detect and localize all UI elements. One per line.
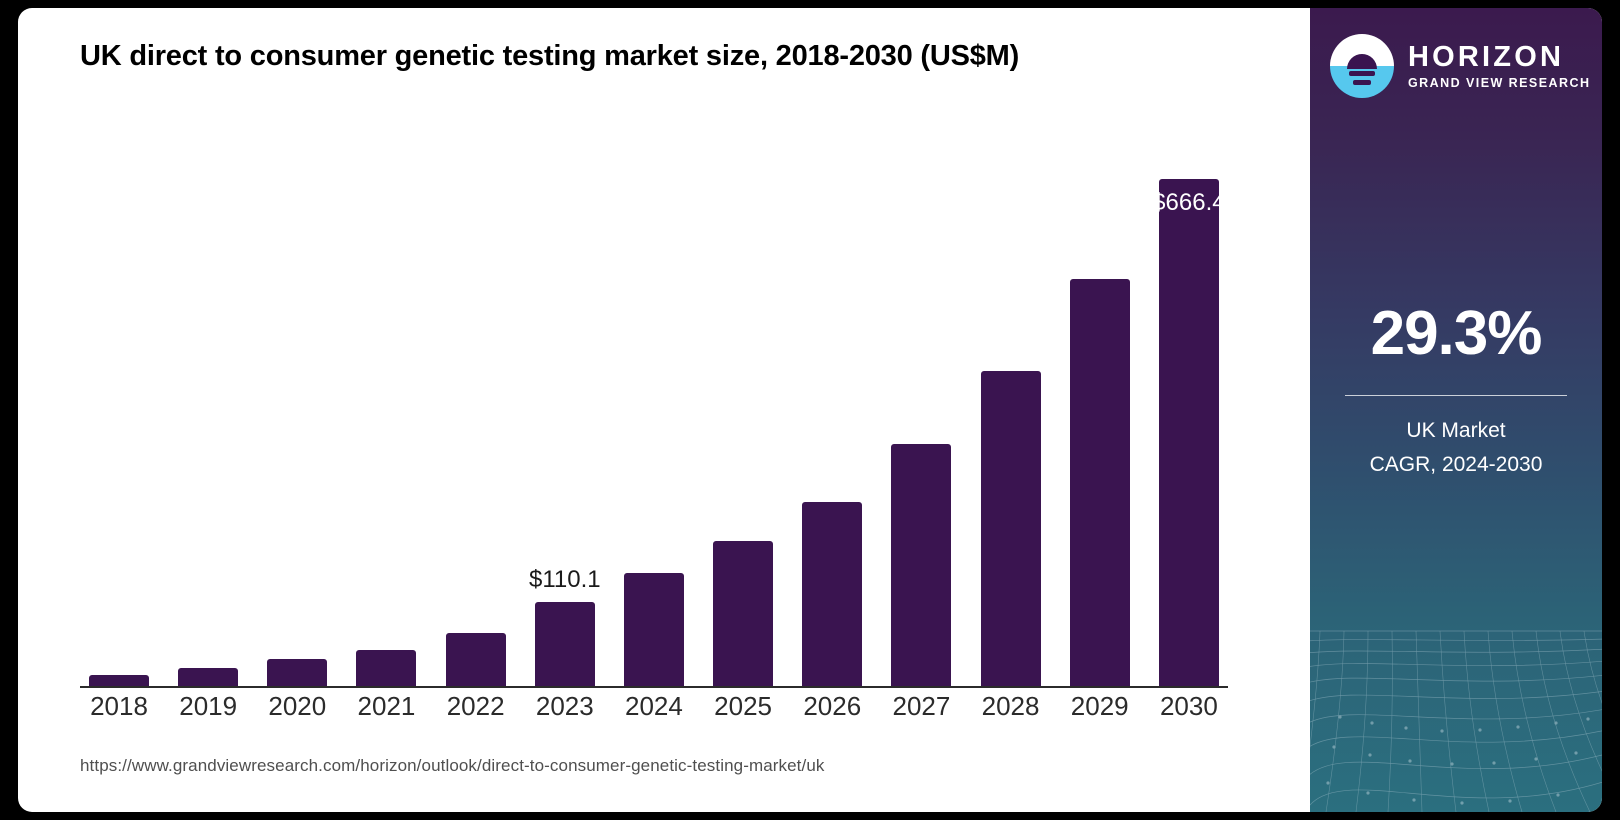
bar-slot	[80, 128, 158, 686]
x-tick-2030: 2030	[1159, 691, 1218, 721]
x-tick-2025: 2025	[714, 691, 773, 721]
brand-tagline: GRAND VIEW RESEARCH	[1408, 76, 1591, 91]
x-tick-2020: 2020	[268, 691, 327, 721]
x-tick-2019: 2019	[179, 691, 238, 721]
x-tick-2018: 2018	[90, 691, 148, 721]
x-axis-tick-labels: 2018 2019 2020 2021 2022 2023 2024 2025 2026 2027…	[80, 691, 1228, 722]
bar-value-label-2023: $110.1	[528, 566, 601, 594]
bar-slot	[1061, 128, 1139, 686]
bar-slot: $666.4	[1150, 128, 1228, 686]
bar-2026[interactable]	[802, 501, 863, 686]
x-tick-2028: 2028	[981, 691, 1040, 721]
cagr-caption: UK Market CAGR, 2024-2030	[1310, 414, 1602, 482]
bar-2024[interactable]	[623, 573, 684, 686]
bar-2028[interactable]	[980, 370, 1041, 686]
bar-slot	[258, 128, 336, 686]
bar-slot	[615, 128, 693, 686]
logo-bar-upper	[1349, 71, 1375, 76]
x-tick-2024: 2024	[625, 691, 683, 721]
bar-slot	[437, 128, 515, 686]
cagr-caption-line-2: CAGR, 2024-2030	[1369, 453, 1543, 477]
bar-slot	[704, 128, 782, 686]
wireframe-grid-decoration	[1310, 630, 1602, 812]
bar-slot	[169, 128, 247, 686]
cagr-caption-line-1: UK Market	[1406, 419, 1506, 442]
x-tick-2021: 2021	[357, 691, 416, 721]
bar-2018[interactable]	[89, 674, 149, 686]
bar-2020[interactable]	[267, 659, 328, 686]
brand-logo-text: HORIZON GRAND VIEW RESEARCH	[1408, 40, 1591, 91]
x-tick-2023: 2023	[535, 691, 594, 721]
divider	[1345, 395, 1567, 396]
brand-logo: HORIZON GRAND VIEW RESEARCH	[1330, 34, 1590, 98]
x-axis-line	[80, 686, 1228, 688]
bar-slot	[793, 128, 871, 686]
bar-2023[interactable]	[534, 602, 595, 686]
bar-2029[interactable]	[1069, 279, 1130, 686]
logo-bar-lower	[1353, 80, 1371, 85]
horizon-sunrise-icon	[1330, 34, 1394, 98]
bar-2025[interactable]	[713, 541, 774, 686]
cagr-value: 29.3%	[1370, 299, 1543, 368]
bar-slot: $110.1	[526, 128, 604, 686]
bar-2019[interactable]	[178, 667, 239, 686]
bar-slot	[972, 128, 1050, 686]
x-tick-2029: 2029	[1070, 691, 1129, 721]
plot-region: $110.1 $666.4	[80, 128, 1230, 688]
x-tick-2022: 2022	[446, 691, 505, 721]
bar-2027[interactable]	[891, 443, 952, 686]
bar-slot	[347, 128, 425, 686]
bar-value-label-2030: $666.4	[1152, 188, 1226, 216]
cagr-highlight: 29.3% UK Market CAGR, 2024-2030	[1310, 303, 1602, 482]
bar-2030[interactable]	[1158, 178, 1219, 686]
page-title: UK direct to consumer genetic testing ma…	[80, 40, 1020, 72]
bar-2022[interactable]	[445, 632, 506, 686]
logo-dome-shape	[1347, 54, 1377, 69]
chart-card: UK direct to consumer genetic testing ma…	[18, 8, 1602, 812]
x-tick-2026: 2026	[803, 691, 862, 721]
brand-name: HORIZON	[1408, 40, 1565, 73]
chart-area: UK direct to consumer genetic testing ma…	[18, 8, 1310, 812]
source-url[interactable]: https://www.grandviewresearch.com/horizo…	[80, 756, 825, 775]
brand-panel: HORIZON GRAND VIEW RESEARCH 29.3% UK Mar…	[1310, 8, 1602, 812]
bar-series: $110.1 $666.4	[80, 128, 1228, 686]
x-tick-2027: 2027	[892, 691, 951, 721]
bar-2021[interactable]	[356, 649, 417, 686]
bar-slot	[882, 128, 960, 686]
